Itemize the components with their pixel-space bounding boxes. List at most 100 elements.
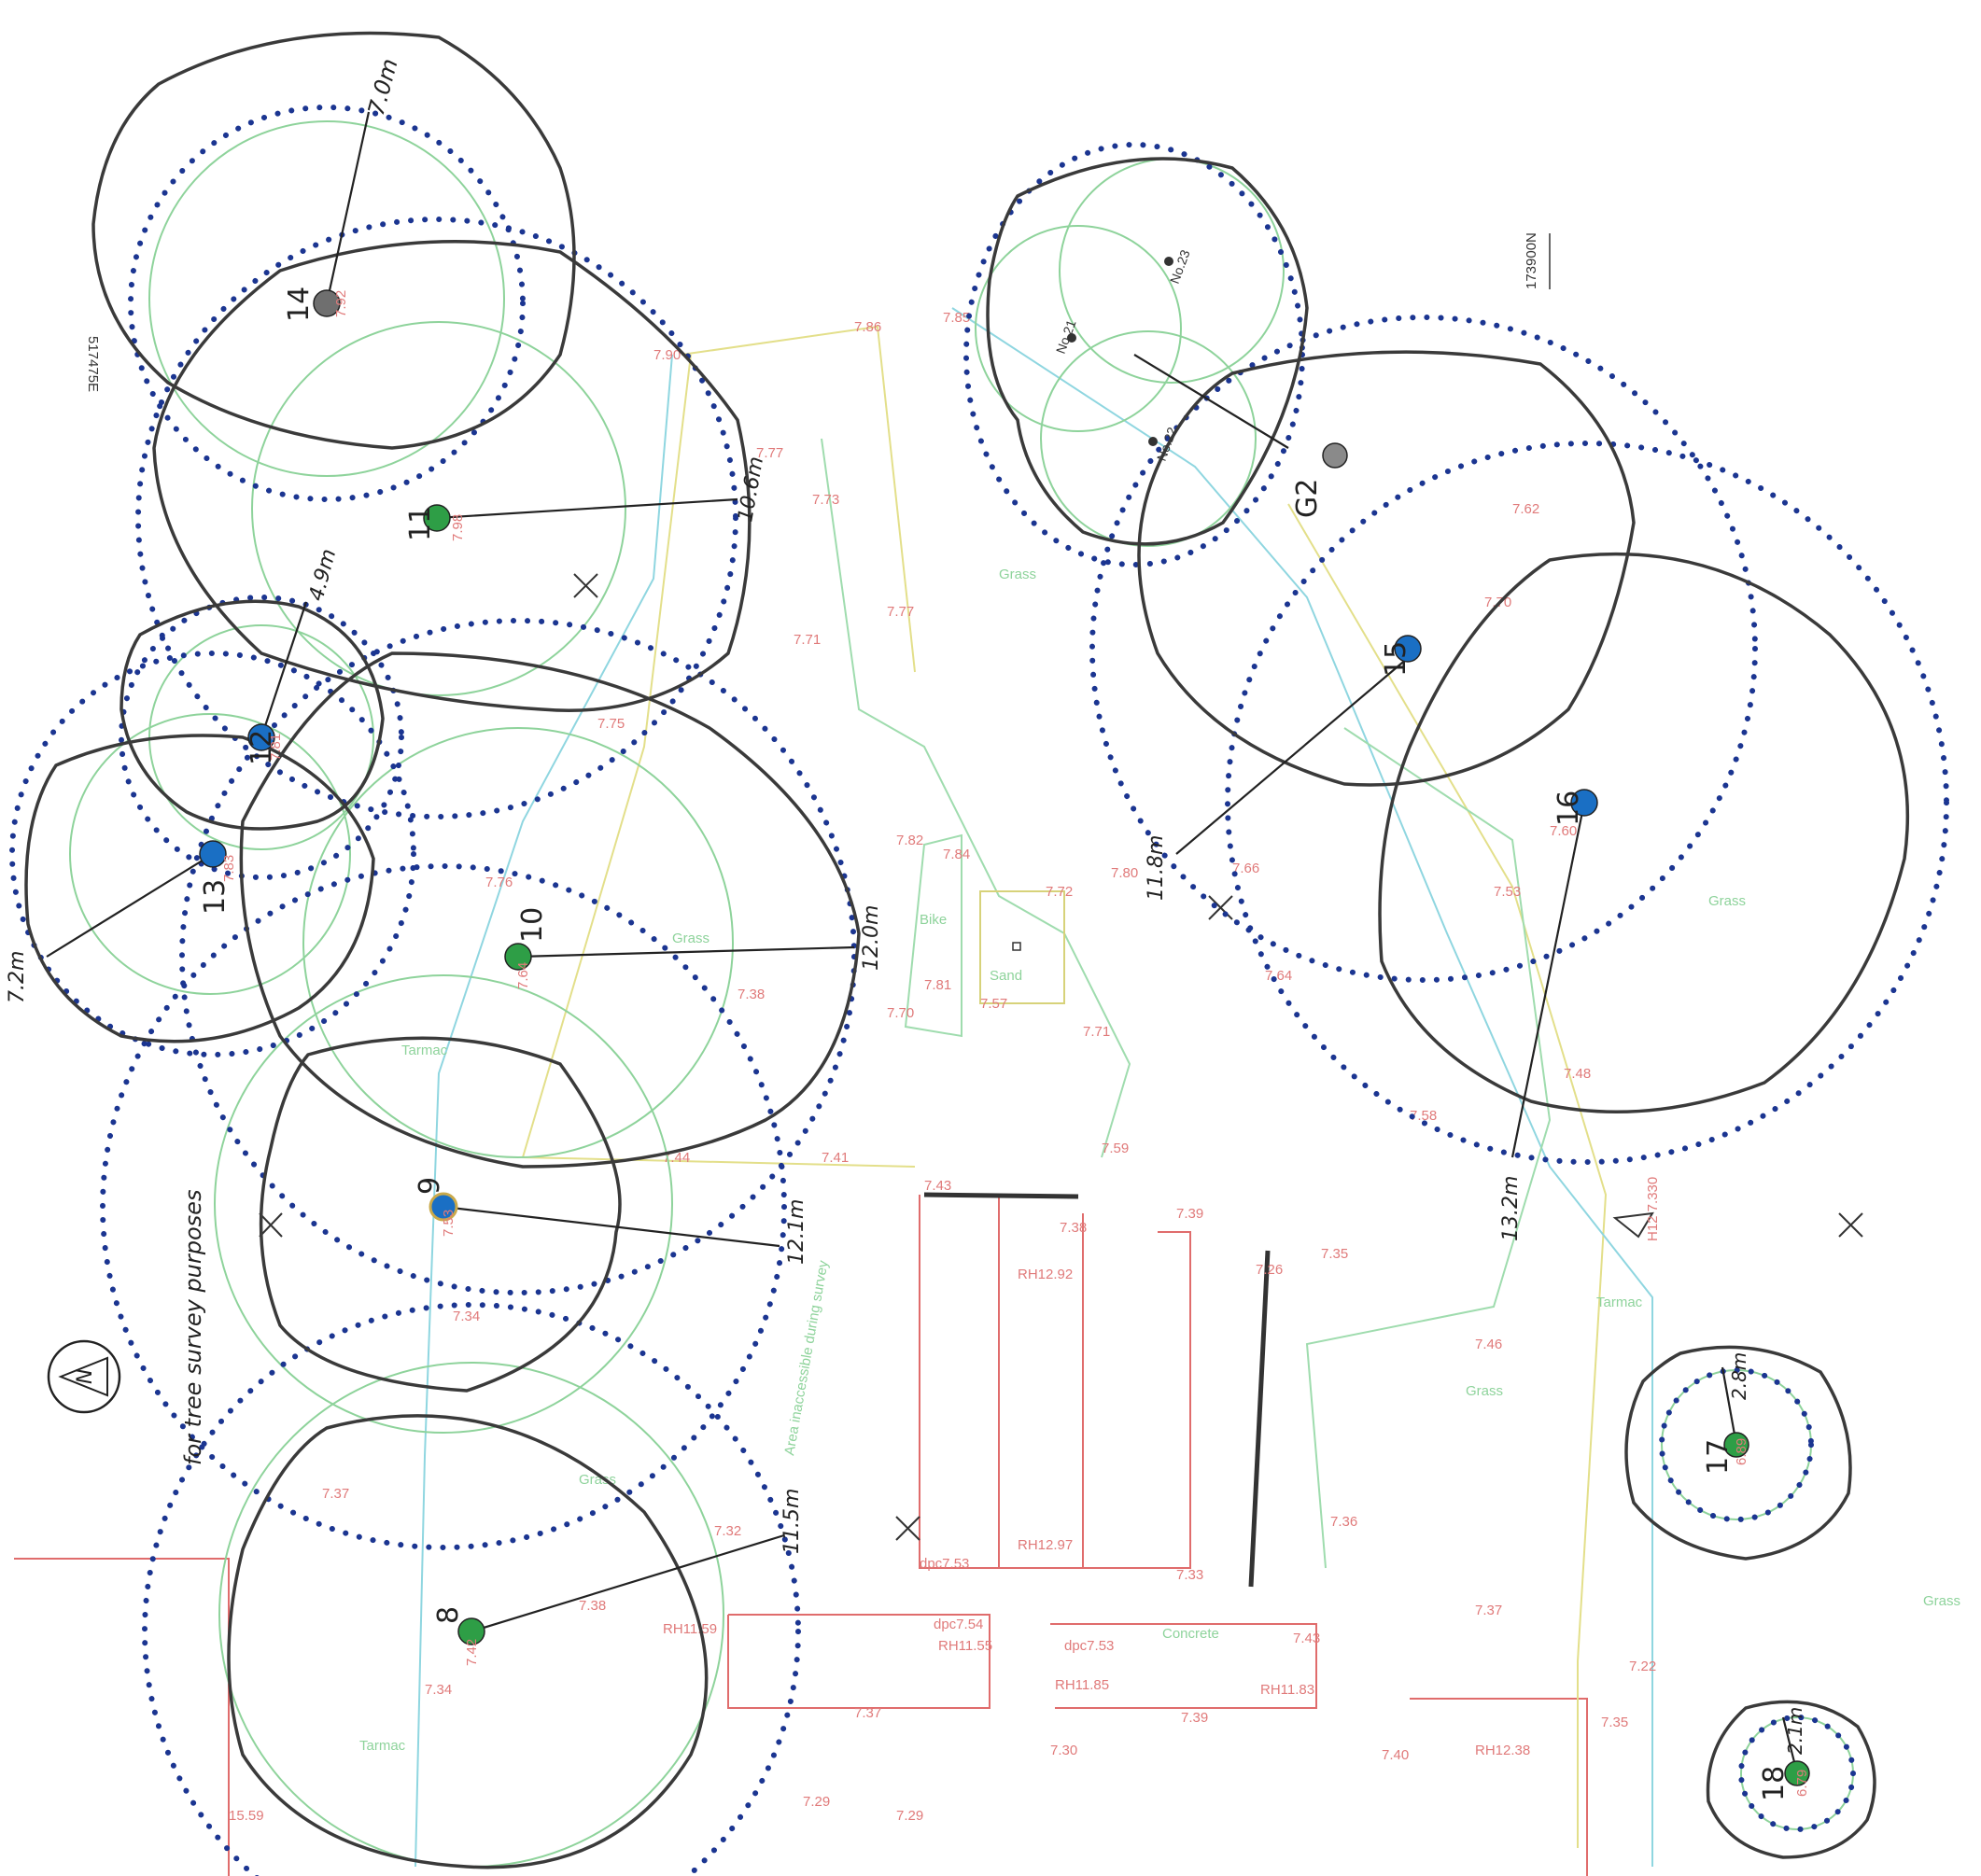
radius-line (517, 945, 855, 959)
path-edge (821, 438, 1131, 1158)
spot-level: 7.75 (597, 716, 625, 732)
area-label-grass: Grass (999, 567, 1036, 582)
survey-circle (302, 727, 734, 1158)
tree-17-radius-label: 2.8m (1728, 1352, 1750, 1400)
crown-tree-16 (1378, 552, 1910, 1113)
tree-12-radius-label: 4.9m (305, 547, 342, 604)
radius-line (325, 111, 371, 304)
tree-18-number: 18 (1758, 1766, 1791, 1801)
spot-level: 7.57 (980, 996, 1007, 1012)
building-level: RH11.55 (938, 1638, 992, 1654)
sand-pit (979, 890, 1065, 1004)
rpa-tree-11 (135, 217, 738, 819)
spot-level: 7.36 (1330, 1514, 1357, 1530)
tree-15-radius-label: 11.8m (1145, 835, 1168, 901)
building-level: RH11.59 (663, 1621, 717, 1637)
area-label-sand: Sand (990, 968, 1022, 984)
spot-level: 7.62 (1512, 501, 1539, 517)
spot-level: 7.76 (485, 875, 513, 890)
tree-11-number: 11 (404, 506, 437, 541)
area-label-concrete: Concrete (1162, 1626, 1219, 1642)
spot-level: 7.66 (1232, 861, 1259, 876)
tree-15-marker (1394, 635, 1422, 663)
survey-circle (218, 1362, 724, 1868)
radius-line (1510, 802, 1586, 1158)
spot-level: 7.35 (1601, 1715, 1628, 1730)
area-label-tarmac: Tarmac (359, 1738, 406, 1754)
radius-labels: 11.5m 12.1m 12.0m 10.6m 4.9m 7.2m 7.0m 1… (6, 56, 1806, 1755)
tree-levels: 7.42 7.53 7.64 7.98 7.81 7.83 7.92 6.89 … (221, 290, 1810, 1797)
spot-level: 7.32 (714, 1523, 741, 1539)
tree-10-marker (504, 943, 532, 971)
sand-pit-marker (1012, 942, 1021, 951)
radius-line (1133, 354, 1289, 449)
tree-level: 7.64 (515, 962, 531, 989)
survey-station-icon (1612, 1211, 1654, 1239)
spot-level: 15.59 (229, 1808, 264, 1824)
area-label-bike: Bike (920, 912, 947, 928)
tree-17-number: 17 (1702, 1439, 1735, 1475)
building-outline (1410, 1698, 1588, 1876)
spot-levels: 7.86 7.85 7.90 7.77 7.73 7.71 7.77 7.76 … (229, 310, 1960, 1824)
spot-level: 7.37 (322, 1486, 349, 1502)
survey-circle (975, 225, 1182, 432)
north-arrow-letter: N (74, 1369, 97, 1384)
area-label-grass: Grass (579, 1472, 616, 1488)
spot-level: 7.29 (803, 1794, 830, 1810)
building-level: RH11.85 (1055, 1677, 1109, 1693)
crown-tree-11 (152, 240, 752, 712)
station-label: H12 7.330 (1645, 1177, 1661, 1241)
tree-8-radius-label: 11.5m (780, 1489, 804, 1554)
tree-12-number: 12 (246, 730, 278, 765)
radius-line (436, 497, 738, 520)
path-edge (1287, 503, 1608, 1848)
tree-10-radius-label: 12.0m (860, 905, 883, 971)
survey-circle (251, 321, 626, 696)
tree-13-number: 13 (199, 879, 232, 915)
spot-level: 7.48 (1564, 1066, 1591, 1082)
tree-level: 7.53 (441, 1210, 457, 1237)
neighbour-tree-marker (1067, 333, 1076, 343)
tree-9-number: 9 (414, 1177, 446, 1195)
spot-level: 7.58 (1410, 1108, 1437, 1124)
crown-tree-9 (259, 1036, 622, 1393)
rpa-tree-13 (9, 651, 416, 1057)
path-edge (414, 354, 673, 1868)
tree-17-marker (1723, 1432, 1749, 1458)
spot-level: 7.40 (1382, 1747, 1409, 1763)
spot-level: 7.46 (1475, 1337, 1502, 1352)
spot-level: 7.39 (1176, 1206, 1203, 1222)
crown-tree-8 (227, 1414, 709, 1869)
spot-level: 7.90 (653, 347, 681, 363)
building-outline (1050, 1623, 1317, 1709)
tree-16-marker (1570, 789, 1598, 817)
spot-level: 7.26 (1256, 1262, 1283, 1278)
path-edge (1305, 727, 1552, 1569)
tree-labels: 8 9 10 11 12 13 14 15 16 17 18 G2 No.21 … (199, 247, 1791, 1801)
tree-14-radius-label: 7.0m (363, 56, 403, 119)
area-label-grass: Grass (1466, 1383, 1503, 1399)
crown-tree-18 (1706, 1700, 1876, 1859)
spot-level: 7.71 (1083, 1024, 1110, 1040)
bike-shelter (904, 833, 962, 1038)
neighbour-tree-label: No.23 (1167, 247, 1193, 286)
building-level: dpc7.54 (934, 1617, 983, 1632)
spot-level: 7.33 (1176, 1567, 1203, 1583)
building-level: RH11.83 (1260, 1682, 1314, 1698)
tree-15-number: 15 (1380, 641, 1412, 677)
spot-level: 7.70 (887, 1005, 914, 1021)
radius-line (260, 601, 308, 738)
area-label-grass: Grass (672, 931, 710, 946)
spot-level: 7.22 (1629, 1659, 1656, 1674)
path-edge (681, 325, 916, 673)
tree-level: 6.79 (1794, 1770, 1810, 1797)
survey-canopy-circles (69, 120, 1854, 1868)
spot-level: 7.59 (1102, 1141, 1129, 1156)
spot-level: 7.81 (924, 977, 951, 993)
building-outline (919, 1195, 1191, 1569)
tree-13-radius-label: 7.2m (6, 951, 29, 1003)
tree-9-marker (429, 1192, 458, 1222)
tree-13-marker (199, 840, 227, 868)
rpa-tree-18 (1738, 1715, 1856, 1832)
tree-level: 6.89 (1734, 1438, 1749, 1465)
